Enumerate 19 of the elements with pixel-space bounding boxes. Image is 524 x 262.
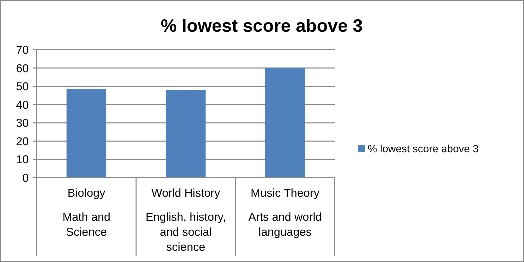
bar xyxy=(265,68,306,178)
y-tick-label: 0 xyxy=(22,173,29,186)
y-tick-label: 30 xyxy=(16,118,29,130)
y-tick-label: 60 xyxy=(16,63,29,76)
x-tick-label: Biology xyxy=(68,188,106,200)
y-tick-label: 20 xyxy=(16,136,29,148)
text: Math and Science xyxy=(62,212,111,239)
y-tick-label: 50 xyxy=(16,82,29,94)
bar xyxy=(166,90,206,178)
text: Arts and world languages xyxy=(248,212,322,239)
y-tick-label: 40 xyxy=(16,100,29,112)
text: English, history, and social science xyxy=(146,212,226,254)
y-tick-label: 70 xyxy=(16,45,29,58)
legend-label: % lowest score above 3 xyxy=(368,144,480,156)
x-tick-label: World History xyxy=(152,188,221,200)
x-tick-label: Music Theory xyxy=(250,188,320,200)
bar xyxy=(66,89,107,178)
y-tick-label: 10 xyxy=(16,154,29,167)
chart-title: % lowest score above 3 xyxy=(160,16,364,36)
